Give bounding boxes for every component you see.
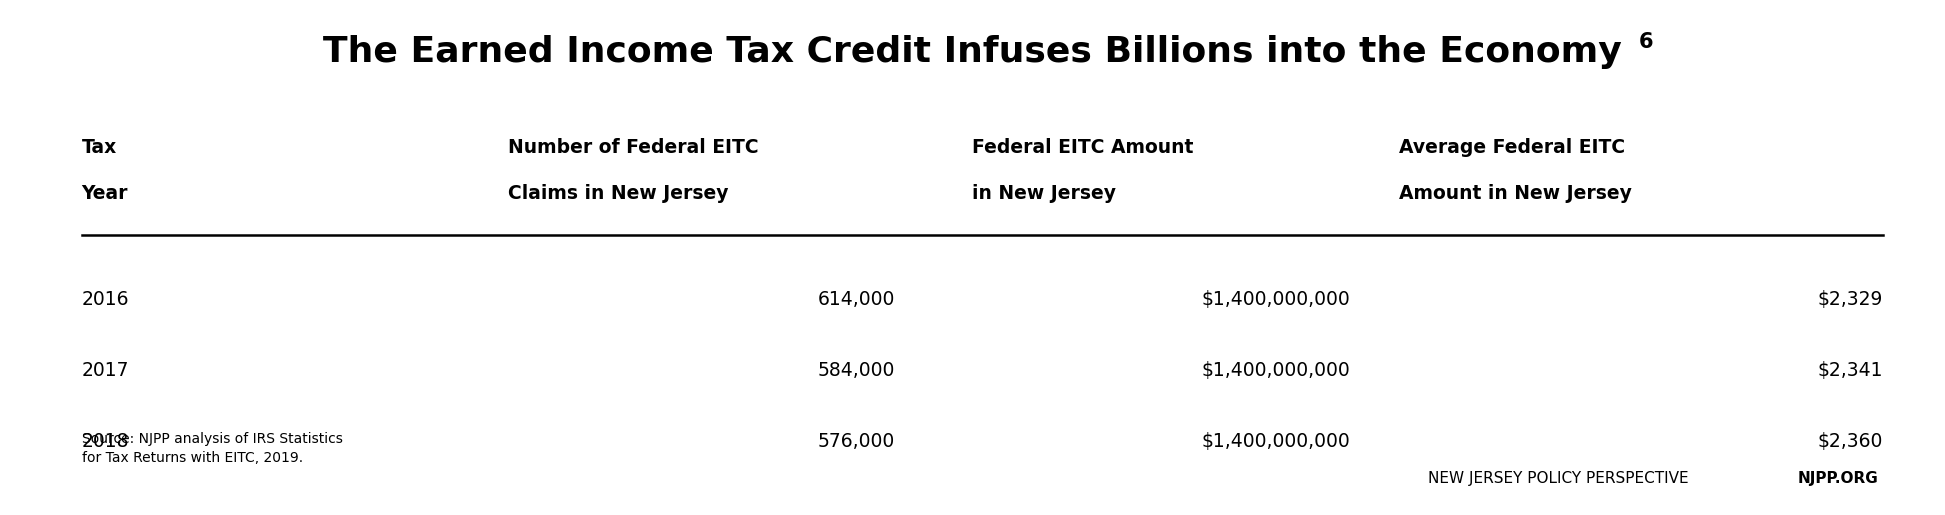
Text: $1,400,000,000: $1,400,000,000 — [1202, 362, 1350, 381]
Text: Claims in New Jersey: Claims in New Jersey — [508, 184, 727, 203]
Text: 576,000: 576,000 — [817, 432, 895, 451]
Text: $1,400,000,000: $1,400,000,000 — [1202, 432, 1350, 451]
Text: Source: NJPP analysis of IRS Statistics
for Tax Returns with EITC, 2019.: Source: NJPP analysis of IRS Statistics … — [82, 432, 342, 465]
Text: Federal EITC Amount: Federal EITC Amount — [972, 139, 1194, 158]
Text: Year: Year — [82, 184, 128, 203]
Text: $2,341: $2,341 — [1817, 362, 1883, 381]
Text: 2018: 2018 — [82, 432, 128, 451]
Text: $2,329: $2,329 — [1817, 290, 1883, 310]
Text: Amount in New Jersey: Amount in New Jersey — [1398, 184, 1632, 203]
Text: $2,360: $2,360 — [1817, 432, 1883, 451]
Text: The Earned Income Tax Credit Infuses Billions into the Economy: The Earned Income Tax Credit Infuses Bil… — [323, 35, 1622, 68]
Text: NJPP.ORG: NJPP.ORG — [1797, 471, 1879, 486]
Text: 6: 6 — [1640, 32, 1653, 52]
Text: 614,000: 614,000 — [817, 290, 895, 310]
Text: in New Jersey: in New Jersey — [972, 184, 1116, 203]
Text: 2017: 2017 — [82, 362, 128, 381]
Text: Average Federal EITC: Average Federal EITC — [1398, 139, 1624, 158]
Text: 584,000: 584,000 — [817, 362, 895, 381]
Text: NEW JERSEY POLICY PERSPECTIVE: NEW JERSEY POLICY PERSPECTIVE — [1428, 471, 1688, 486]
Text: 2016: 2016 — [82, 290, 128, 310]
Text: Tax: Tax — [82, 139, 117, 158]
Text: $1,400,000,000: $1,400,000,000 — [1202, 290, 1350, 310]
Text: Number of Federal EITC: Number of Federal EITC — [508, 139, 759, 158]
